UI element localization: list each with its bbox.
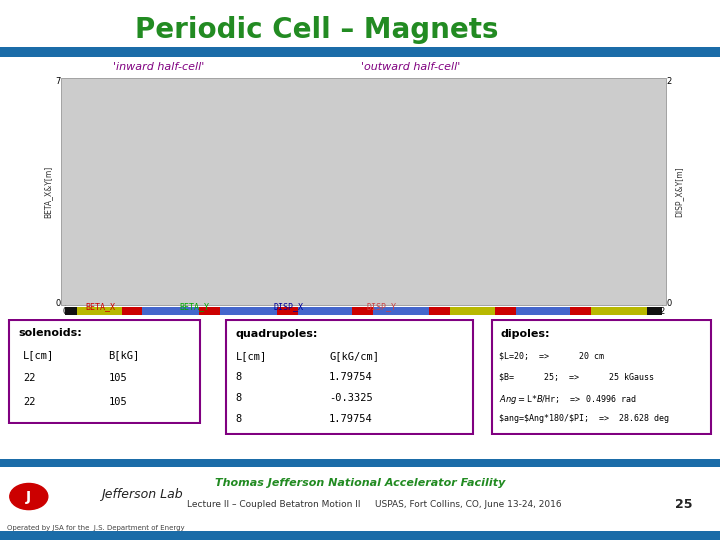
Bar [516, 307, 570, 315]
Text: dipoles:: dipoles: [501, 329, 550, 339]
Bar [429, 307, 450, 315]
Text: 1.79754: 1.79754 [329, 372, 373, 382]
Text: 8: 8 [236, 414, 242, 424]
Text: 105: 105 [108, 373, 127, 383]
Text: 22: 22 [23, 373, 35, 383]
Bar [351, 307, 372, 315]
Text: 8: 8 [236, 372, 242, 382]
Bar [65, 307, 77, 315]
Text: DISP_X: DISP_X [273, 302, 303, 311]
Text: Lecture II – Coupled Betatron Motion II: Lecture II – Coupled Betatron Motion II [187, 501, 360, 509]
Bar [372, 307, 429, 315]
Text: betatron phase adv/cell (h/v) = π/2π: betatron phase adv/cell (h/v) = π/2π [263, 121, 464, 131]
Bar [570, 307, 590, 315]
Text: $L=20;  =>      20 cm: $L=20; => 20 cm [498, 351, 603, 360]
Text: Operated by JSA for the  J.S. Department of Energy: Operated by JSA for the J.S. Department … [7, 525, 185, 531]
Text: L[cm]: L[cm] [236, 351, 267, 361]
Bar [220, 307, 277, 315]
Text: Jefferson Lab: Jefferson Lab [101, 488, 182, 501]
Text: DISP_Y: DISP_Y [366, 302, 397, 311]
Y-axis label: BETA_X&Y[m]: BETA_X&Y[m] [43, 166, 53, 218]
FancyBboxPatch shape [9, 320, 199, 423]
Text: Thomas Jefferson National Accelerator Facility: Thomas Jefferson National Accelerator Fa… [215, 478, 505, 488]
Text: L[cm]: L[cm] [23, 350, 54, 360]
Bar [199, 307, 220, 315]
Text: 105: 105 [108, 396, 127, 407]
Text: -0.3325: -0.3325 [329, 393, 373, 403]
Text: Sat Mar 04 23:06:09 2006   OptiM - MAIN: - D:\Cooling Ring\SolRing\snake_new.opt: Sat Mar 04 23:06:09 2006 OptiM - MAIN: -… [77, 87, 337, 93]
Text: $Ang=$L*$B/$Hr;  => 0.4996 rad: $Ang=$L*$B/$Hr; => 0.4996 rad [498, 393, 636, 406]
Text: Periodic Cell – Magnets: Periodic Cell – Magnets [135, 16, 498, 44]
Bar [450, 307, 495, 315]
Bar [277, 307, 298, 315]
FancyBboxPatch shape [492, 320, 711, 434]
Text: 22: 22 [23, 396, 35, 407]
Bar [143, 307, 199, 315]
Circle shape [10, 483, 48, 510]
Text: BETA_X: BETA_X [86, 302, 116, 311]
Text: 1.79754: 1.79754 [329, 414, 373, 424]
Text: 'inward half-cell': 'inward half-cell' [113, 63, 204, 72]
Text: J: J [26, 490, 32, 503]
Y-axis label: DISP_X&Y[m]: DISP_X&Y[m] [675, 166, 683, 217]
Bar [298, 307, 351, 315]
Text: B[kG]: B[kG] [108, 350, 140, 360]
Text: $ang=$Ang*180/$PI;  =>  28.628 deg: $ang=$Ang*180/$PI; => 28.628 deg [498, 414, 669, 423]
Bar [590, 307, 647, 315]
Text: G[kG/cm]: G[kG/cm] [329, 351, 379, 361]
Text: 'outward half-cell': 'outward half-cell' [361, 63, 460, 72]
Bar [122, 307, 143, 315]
Text: USPAS, Fort Collins, CO, June 13-24, 2016: USPAS, Fort Collins, CO, June 13-24, 201… [374, 501, 562, 509]
FancyBboxPatch shape [226, 320, 472, 434]
Text: solenoids:: solenoids: [19, 328, 83, 338]
Bar [77, 307, 122, 315]
Text: 8: 8 [236, 393, 242, 403]
Text: quadrupoles:: quadrupoles: [236, 329, 318, 339]
Text: BETA_Y: BETA_Y [179, 302, 210, 311]
Text: $B=      25;  =>      25 kGauss: $B= 25; => 25 kGauss [498, 372, 654, 381]
Bar [495, 307, 516, 315]
Text: 25: 25 [675, 498, 693, 511]
Bar [647, 307, 662, 315]
